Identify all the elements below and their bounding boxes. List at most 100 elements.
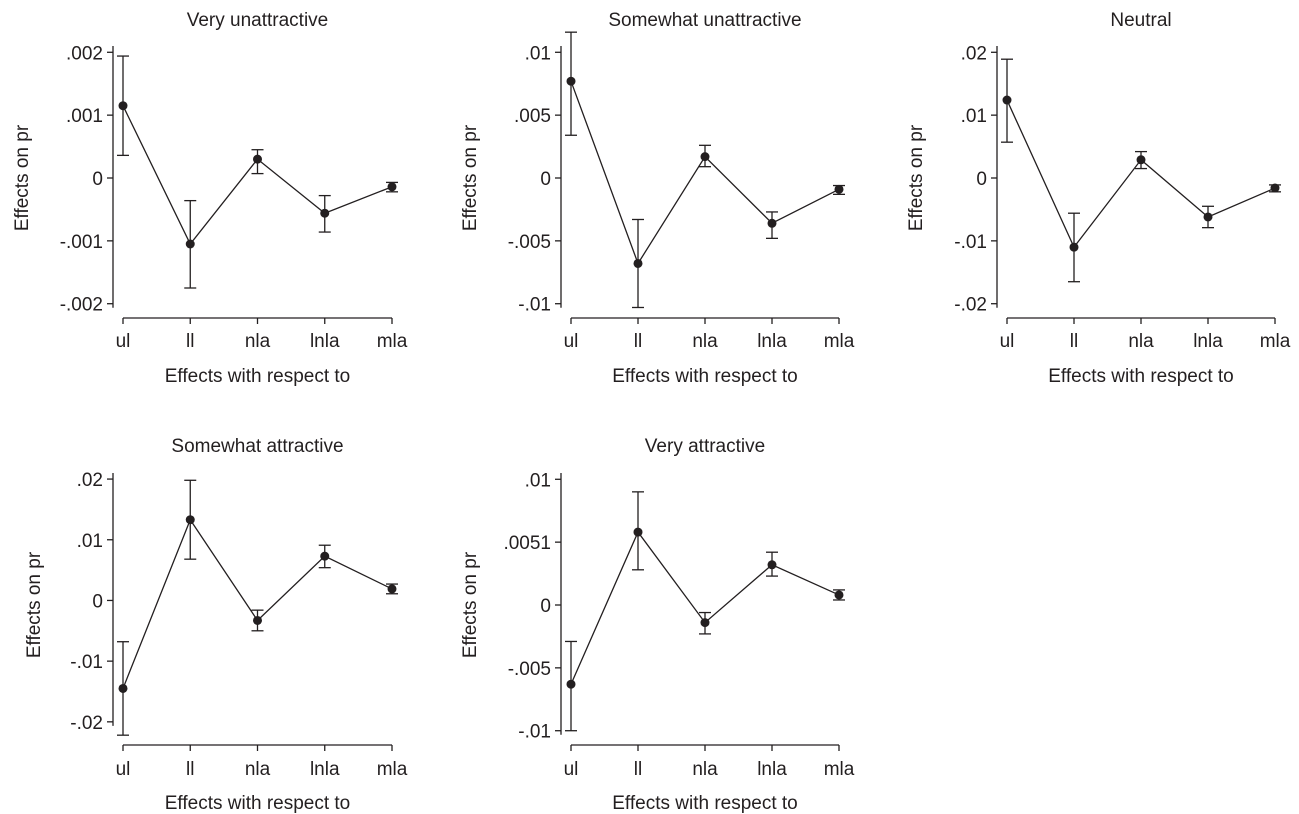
- chart-panel: Somewhat attractive -.02 -.01 0 .01 .02 ul ll nl…: [24, 436, 408, 814]
- data-point: [1002, 95, 1012, 105]
- data-point: [118, 101, 128, 111]
- chart-panel: Very attractive -.01 -.005 0 .0051 .01 ul ll nla…: [460, 436, 855, 814]
- x-axis-label: Effects with respect to: [612, 793, 798, 814]
- x-axis-label: Effects with respect to: [612, 366, 798, 387]
- x-axis-label: Effects with respect to: [165, 366, 351, 387]
- x-tick-label: mla: [824, 331, 855, 352]
- x-tick-label: nla: [692, 331, 718, 352]
- y-tick-label: .01: [77, 531, 103, 552]
- y-tick-label: 0: [92, 591, 103, 612]
- y-axis-label: Effects on pr: [24, 551, 45, 658]
- data-point: [320, 551, 330, 561]
- y-tick-label: .02: [961, 43, 987, 64]
- x-tick-label: mla: [1260, 331, 1291, 352]
- y-axis-label: Effects on pr: [460, 124, 481, 231]
- y-tick-label: -.001: [60, 232, 103, 253]
- y-tick-label: -.02: [70, 713, 103, 734]
- data-point: [253, 615, 262, 625]
- y-tick-label: .01: [525, 470, 551, 491]
- x-tick-label: ll: [186, 331, 194, 352]
- series-line: [570, 530, 840, 685]
- x-tick-label: lnla: [310, 331, 340, 352]
- x-tick-label: ul: [564, 759, 579, 780]
- data-point: [118, 683, 128, 693]
- chart-title: Very attractive: [645, 436, 765, 457]
- chart-title: Very unattractive: [187, 10, 329, 31]
- x-tick-label: mla: [824, 759, 855, 780]
- y-tick-label: 0: [540, 596, 551, 617]
- data-point: [700, 152, 710, 162]
- x-tick-label: lnla: [1193, 331, 1223, 352]
- data-point: [1203, 212, 1213, 222]
- data-point: [834, 184, 844, 194]
- y-tick-label: 0: [92, 169, 103, 190]
- data-point: [387, 584, 397, 594]
- x-tick-label: mla: [377, 759, 408, 780]
- series-line: [122, 105, 393, 246]
- series-line: [1006, 99, 1276, 249]
- y-tick-label: -.005: [508, 659, 551, 680]
- y-tick-label: .001: [66, 106, 103, 127]
- data-point: [1069, 242, 1079, 252]
- data-point: [767, 218, 777, 228]
- y-tick-label: -.01: [70, 652, 103, 673]
- series-line: [122, 518, 393, 689]
- data-point: [185, 239, 195, 249]
- chart-title: Somewhat attractive: [171, 436, 343, 457]
- data-point: [185, 515, 195, 525]
- x-tick-label: ul: [116, 759, 131, 780]
- data-point: [633, 258, 643, 268]
- chart-title: Neutral: [1110, 10, 1171, 31]
- x-tick-label: nla: [245, 331, 271, 352]
- y-tick-label: .01: [525, 43, 551, 64]
- x-tick-label: nla: [1128, 331, 1154, 352]
- x-axis-label: Effects with respect to: [165, 793, 351, 814]
- y-tick-label: .005: [514, 106, 551, 127]
- x-tick-label: lnla: [757, 759, 787, 780]
- x-tick-label: nla: [692, 759, 718, 780]
- y-axis-label: Effects on pr: [12, 124, 33, 231]
- data-point: [253, 154, 262, 164]
- y-tick-label: 0: [976, 169, 987, 190]
- y-tick-label: .02: [77, 470, 103, 491]
- data-point: [834, 590, 844, 600]
- y-tick-label: -.01: [954, 232, 987, 253]
- y-axis-label: Effects on pr: [906, 124, 927, 231]
- x-tick-label: ll: [186, 759, 194, 780]
- data-point: [320, 208, 330, 218]
- y-tick-label: 0: [540, 169, 551, 190]
- y-tick-label: -.002: [60, 295, 103, 316]
- series-line: [570, 80, 840, 265]
- x-tick-label: nla: [245, 759, 271, 780]
- x-tick-label: lnla: [310, 759, 340, 780]
- data-point: [566, 679, 576, 689]
- y-tick-label: .01: [961, 106, 987, 127]
- data-point: [700, 618, 710, 628]
- x-tick-label: ll: [1070, 331, 1078, 352]
- y-tick-label: -.02: [954, 295, 987, 316]
- chart-panel: Somewhat unattractive -.01 -.005 0 .005 .01 ul…: [460, 10, 855, 387]
- y-tick-label: -.01: [518, 295, 551, 316]
- y-tick-label: -.01: [518, 722, 551, 743]
- x-tick-label: mla: [377, 331, 408, 352]
- chart-panel: Neutral -.02 -.01 0 .01 .02 ul ll nla lnla mla Effe…: [906, 10, 1291, 387]
- y-tick-label: -.005: [508, 232, 551, 253]
- data-point: [1270, 183, 1280, 193]
- x-tick-label: ll: [634, 331, 642, 352]
- data-point: [1136, 155, 1146, 165]
- data-point: [387, 182, 397, 192]
- x-tick-label: lnla: [757, 331, 787, 352]
- x-tick-label: ul: [116, 331, 131, 352]
- chart-title: Somewhat unattractive: [608, 10, 801, 31]
- x-tick-label: ll: [634, 759, 642, 780]
- x-tick-label: ul: [564, 331, 579, 352]
- data-point: [767, 560, 777, 570]
- chart-panel: Very unattractive -.002 -.001 0 .001 .002 ul ll…: [12, 10, 408, 387]
- data-point: [633, 527, 643, 537]
- y-tick-label: .002: [66, 43, 103, 64]
- x-tick-label: ul: [1000, 331, 1015, 352]
- y-axis-label: Effects on pr: [460, 551, 481, 658]
- x-axis-label: Effects with respect to: [1048, 366, 1234, 387]
- y-tick-label: .0051: [503, 533, 551, 554]
